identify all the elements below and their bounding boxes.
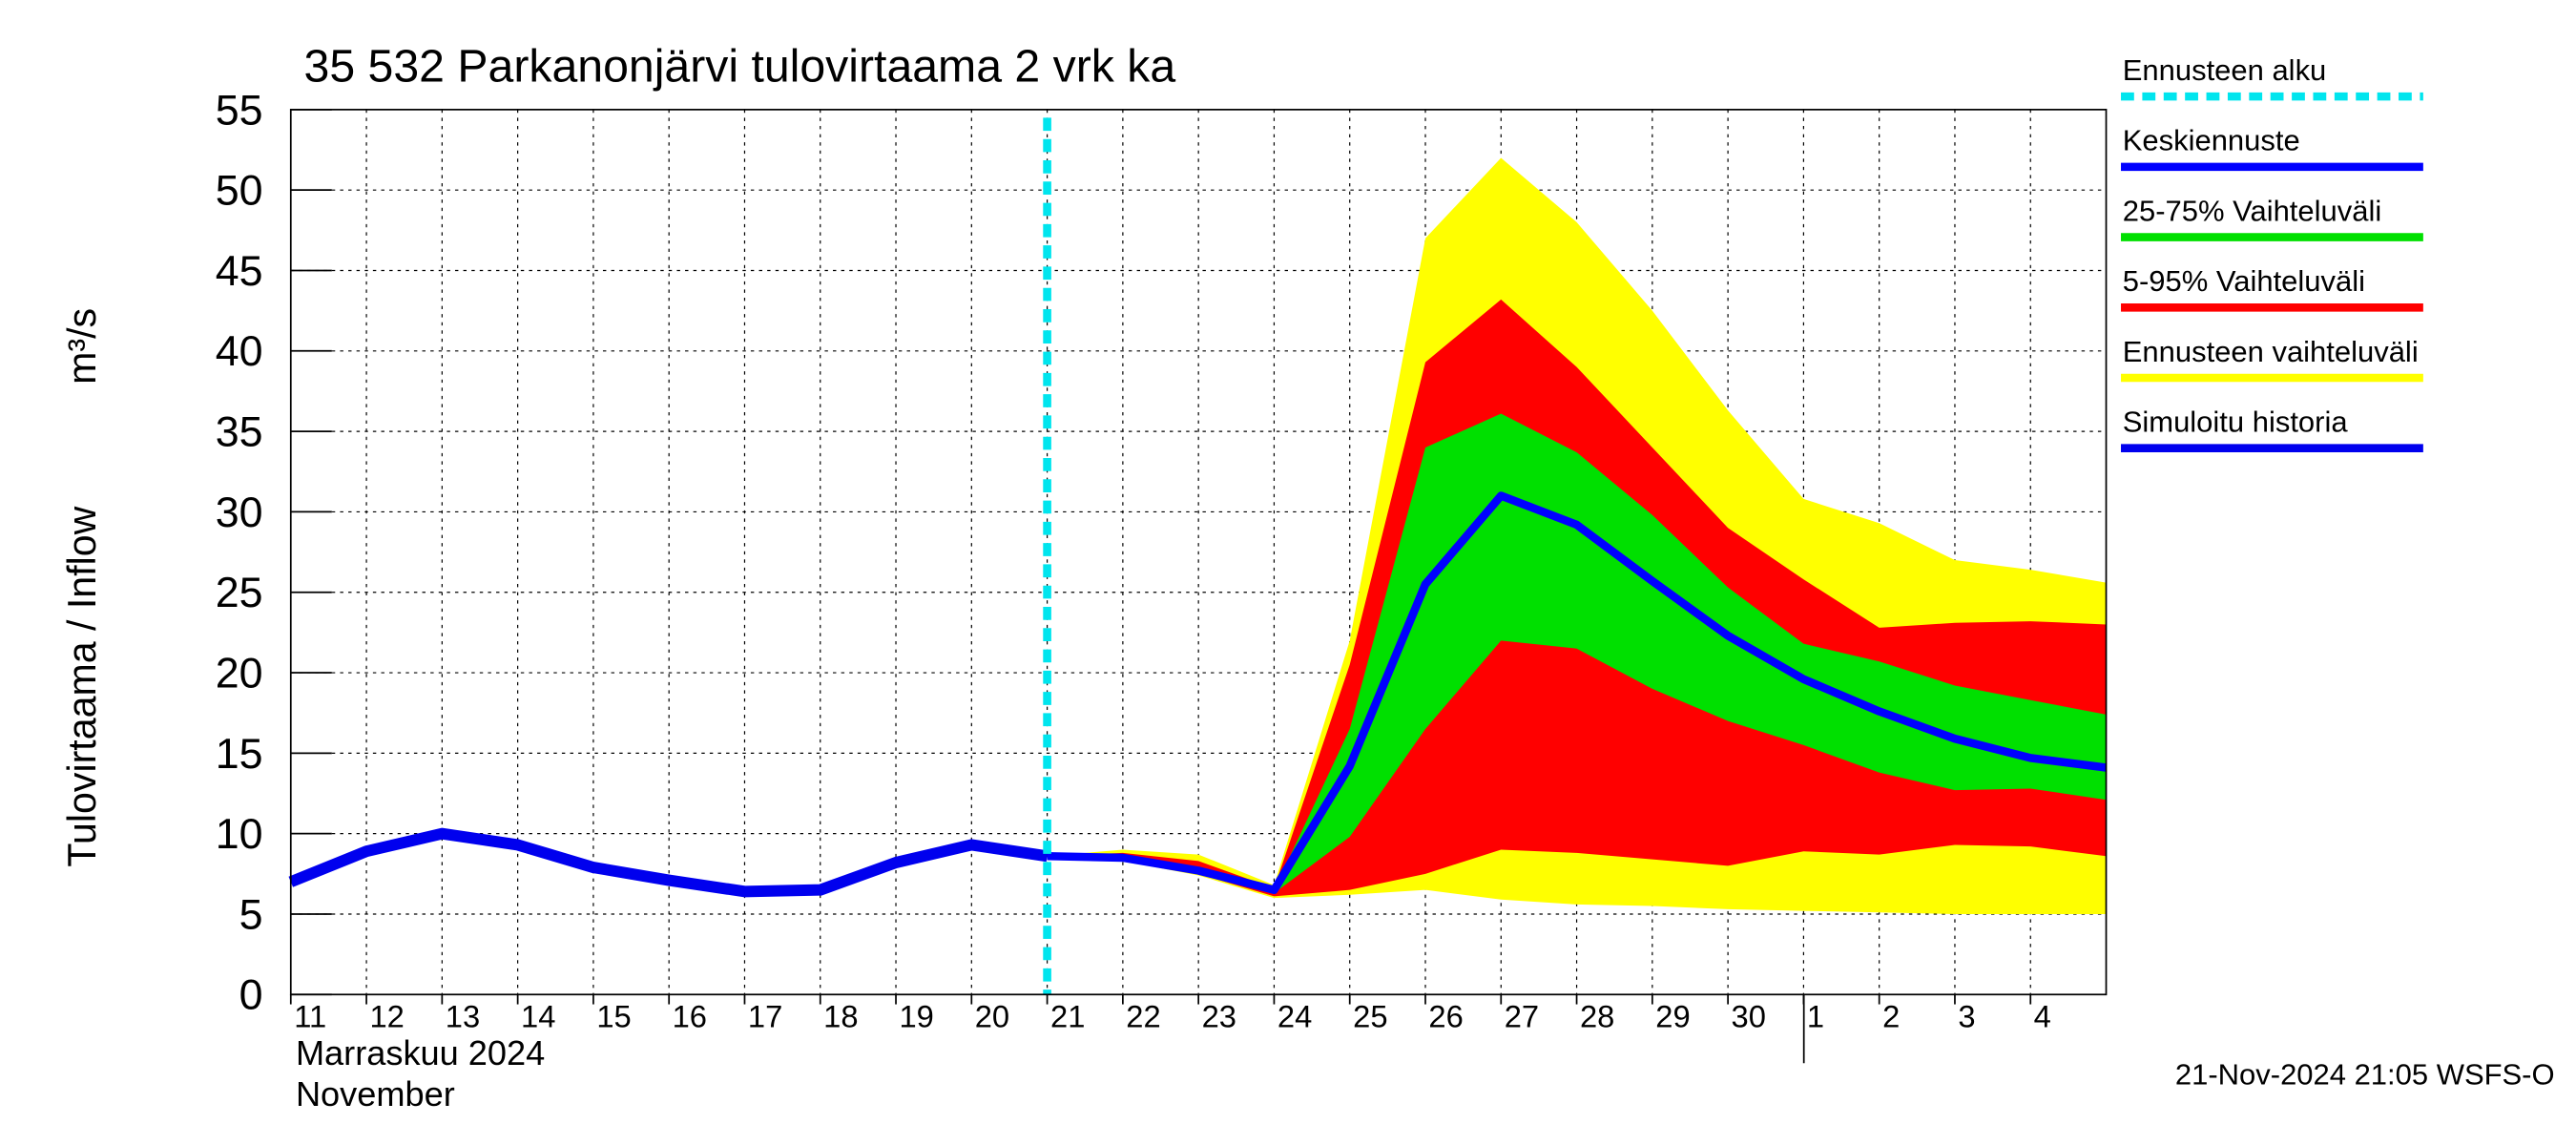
y-axis-unit: m³/s: [60, 308, 104, 385]
x-tick-label: 3: [1958, 999, 1975, 1034]
x-tick-label: 26: [1428, 999, 1463, 1034]
y-tick-label: 15: [216, 731, 263, 778]
x-tick-label: 28: [1580, 999, 1614, 1034]
x-tick-label: 16: [673, 999, 707, 1034]
y-tick-label: 30: [216, 489, 263, 536]
x-tick-label: 1: [1807, 999, 1824, 1034]
x-tick-label: 25: [1353, 999, 1387, 1034]
x-tick-label: 15: [596, 999, 631, 1034]
y-tick-label: 20: [216, 651, 263, 697]
band-area: [1047, 413, 2107, 894]
x-tick-label: 2: [1882, 999, 1900, 1034]
x-tick-label: 11: [294, 999, 326, 1034]
legend-label: 5-95% Vaihteluväli: [2123, 264, 2365, 298]
y-tick-label: 0: [239, 972, 263, 1019]
x-tick-label: 24: [1278, 999, 1312, 1034]
x-tick-label: 29: [1655, 999, 1690, 1034]
y-tick-label: 25: [216, 570, 263, 616]
footer: 21-Nov-2024 21:05 WSFS-O: [2175, 1058, 2555, 1092]
series-line: [1047, 491, 2108, 894]
y-tick-label: 55: [216, 87, 263, 134]
y-tick-label: 35: [216, 409, 263, 456]
y-tick-label: 40: [216, 328, 263, 375]
legend-label: Simuloitu historia: [2123, 406, 2349, 439]
x-tick-label: 17: [748, 999, 782, 1034]
series-line: [288, 827, 1049, 898]
legend-label: Keskiennuste: [2123, 124, 2300, 157]
x-tick-label: 19: [899, 999, 933, 1034]
y-tick-label: 50: [216, 168, 263, 215]
plot-frame: [289, 109, 2108, 996]
x-tick-label: 22: [1126, 999, 1160, 1034]
legend-label: 25-75% Vaihteluväli: [2123, 194, 2381, 227]
x-tick-label: 23: [1202, 999, 1236, 1034]
month-label-en: November: [296, 1074, 455, 1114]
x-tick-label: 4: [2034, 999, 2051, 1034]
legend-label: Ennusteen alku: [2123, 53, 2327, 87]
chart-title: 35 532 Parkanonjärvi tulovirtaama 2 vrk …: [304, 41, 1176, 93]
y-axis-label: Tulovirtaama / Inflow: [60, 506, 104, 866]
x-tick-label: 12: [370, 999, 405, 1034]
month-label: Marraskuu 2024: [296, 1033, 545, 1072]
x-tick-label: 14: [521, 999, 555, 1034]
x-tick-label: 21: [1050, 999, 1085, 1034]
x-tick-label: 20: [975, 999, 1009, 1034]
x-tick-label: 18: [823, 999, 858, 1034]
x-tick-label: 13: [446, 999, 480, 1034]
legend-label: Ennusteen vaihteluväli: [2123, 335, 2419, 368]
x-tick-label: 30: [1732, 999, 1766, 1034]
y-tick-label: 45: [216, 248, 263, 295]
y-tick-label: 10: [216, 811, 263, 858]
y-tick-label: 5: [239, 891, 263, 938]
x-tick-label: 27: [1505, 999, 1539, 1034]
